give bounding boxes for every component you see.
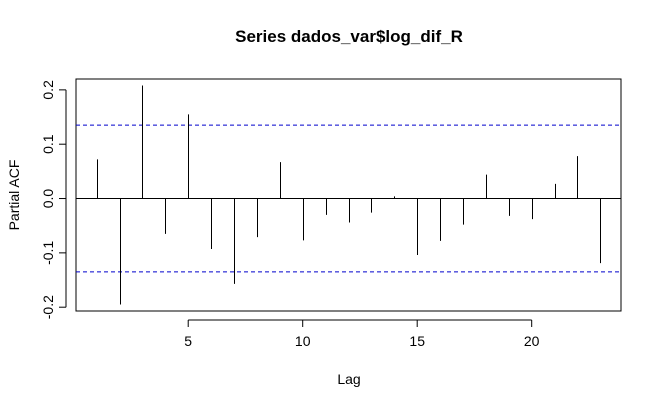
x-axis-label: Lag <box>337 371 360 387</box>
y-tick-label: 0.0 <box>40 189 56 209</box>
x-axis: 5 10 15 20 <box>184 319 540 349</box>
y-axis-label: Partial ACF <box>6 160 22 231</box>
y-tick-label: -0.2 <box>40 295 56 319</box>
x-tick-label: 20 <box>524 333 540 349</box>
x-tick-label: 10 <box>295 333 311 349</box>
x-tick-label: 15 <box>409 333 425 349</box>
y-tick-label: 0.1 <box>40 134 56 154</box>
y-axis: -0.2 -0.1 0.0 0.1 0.2 <box>40 80 67 319</box>
y-tick-label: -0.1 <box>40 241 56 265</box>
x-tick-label: 5 <box>184 333 192 349</box>
plot-frame <box>75 78 622 312</box>
y-tick-label: 0.2 <box>40 80 56 100</box>
chart-title: Series dados_var$log_dif_R <box>235 27 463 46</box>
pacf-bars <box>97 85 601 305</box>
